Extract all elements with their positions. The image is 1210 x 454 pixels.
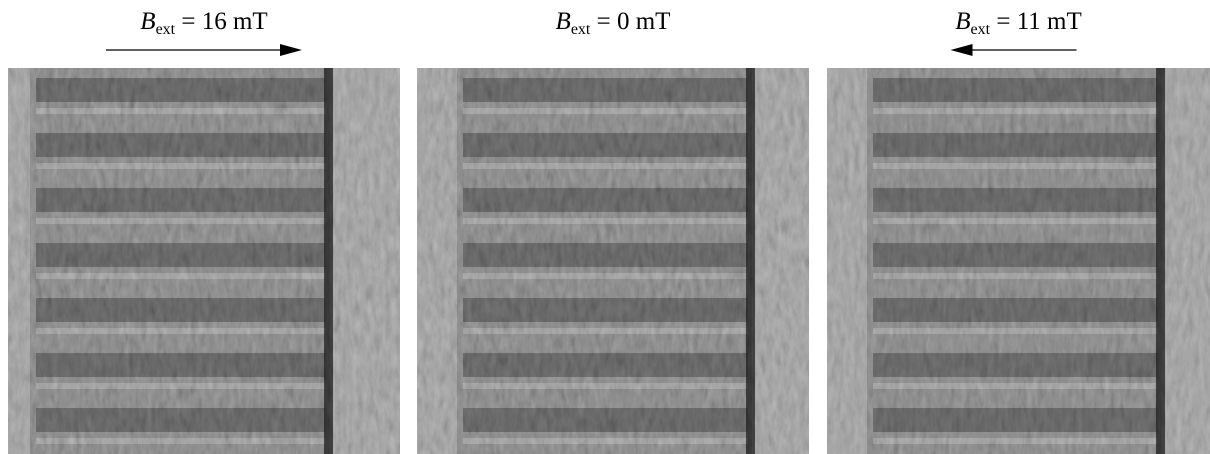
panel: Bext = 0 mT xyxy=(417,0,809,454)
arrow-head xyxy=(951,44,973,56)
value: = 11 mT xyxy=(996,8,1081,35)
subscript: ext xyxy=(156,21,176,38)
panel: Bext = 11 mT xyxy=(827,0,1210,454)
mfm-image xyxy=(417,68,809,454)
symbol: B xyxy=(955,8,970,35)
mfm-image xyxy=(8,68,400,454)
symbol: B xyxy=(140,8,155,35)
value: = 0 mT xyxy=(597,8,671,35)
subscript: ext xyxy=(971,21,991,38)
panel-title: Bext = 0 mT xyxy=(417,8,809,39)
mfm-image xyxy=(827,68,1210,454)
subscript: ext xyxy=(571,21,591,38)
arrow-head xyxy=(280,44,302,56)
symbol: B xyxy=(556,8,571,35)
value: = 16 mT xyxy=(181,8,267,35)
panel-title: Bext = 11 mT xyxy=(827,8,1210,39)
noise xyxy=(827,68,1210,454)
panel: Bext = 16 mT xyxy=(8,0,400,454)
field-arrow xyxy=(8,42,400,58)
noise xyxy=(8,68,400,454)
panel-title: Bext = 16 mT xyxy=(8,8,400,39)
field-arrow xyxy=(827,42,1210,58)
figure: Bext = 16 mTBext = 0 mTBext = 11 mT (() … xyxy=(0,0,1210,454)
noise xyxy=(417,68,809,454)
